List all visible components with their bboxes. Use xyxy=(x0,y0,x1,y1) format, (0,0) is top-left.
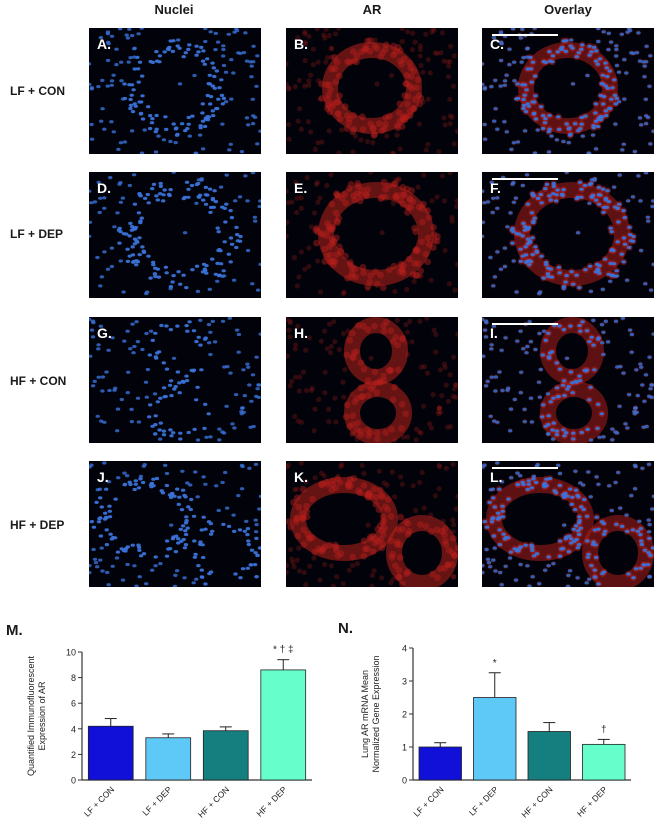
x-tick-label: HF + CON xyxy=(519,784,554,819)
bar xyxy=(582,743,626,781)
scale-bar xyxy=(492,323,558,325)
x-tick-label: HF + DEP xyxy=(575,784,610,819)
panel-label: D. xyxy=(97,180,111,196)
panel-label: A. xyxy=(97,36,111,52)
x-tick-label: LF + CON xyxy=(82,784,116,818)
bar-chart-m: 0 2 4 6 8 10 LF + CON LF + DEP HF + CON * † ‡ HF +… xyxy=(26,645,312,820)
y-tick-label: 6 xyxy=(71,699,76,709)
significance-marker: † xyxy=(601,724,607,735)
chart-n-letter: N. xyxy=(338,620,353,637)
row-label-lf-dep: LF + DEP xyxy=(10,227,64,241)
bar xyxy=(473,697,517,781)
panel-label: J. xyxy=(97,469,109,485)
bar xyxy=(145,737,192,781)
y-tick-label: 2 xyxy=(71,750,76,760)
significance-marker: * xyxy=(493,658,497,669)
micrograph-overlay-hf-dep: L. xyxy=(482,461,654,587)
y-tick-label: 2 xyxy=(402,710,407,720)
micrograph-ar-hf-dep: K. xyxy=(286,461,458,587)
micrograph-nuclei-hf-dep: J. xyxy=(89,461,261,587)
x-tick-label: HF + CON xyxy=(196,784,231,819)
micrograph-nuclei-lf-con: A. xyxy=(89,28,261,154)
panel-label: E. xyxy=(294,180,308,196)
y-tick-label: 1 xyxy=(402,743,407,753)
micrograph-nuclei-hf-con: G. xyxy=(89,317,261,443)
chart-m-letter: M. xyxy=(6,622,23,639)
panel-label: H. xyxy=(294,325,308,341)
error-bar xyxy=(162,733,175,738)
column-header-nuclei: Nuclei xyxy=(154,2,194,17)
micrograph-overlay-hf-con: I. xyxy=(482,317,654,443)
bar xyxy=(87,725,134,781)
y-axis-label: Lung AR mRNA MeanNormalized Gene Express… xyxy=(360,655,381,772)
y-tick-label: 10 xyxy=(66,648,76,658)
column-header-overlay: Overlay xyxy=(544,2,592,17)
bar-chart-n: 0 1 2 3 4 LF + CON * LF + DEP HF + CON † HF + DEP L… xyxy=(360,644,631,820)
error-bar xyxy=(104,718,117,727)
error-bar xyxy=(219,726,232,731)
panel-label: B. xyxy=(294,36,308,52)
bar xyxy=(418,746,462,781)
error-bar xyxy=(597,738,610,745)
micrograph-ar-lf-con: B. xyxy=(286,28,458,154)
x-tick-label: LF + CON xyxy=(411,784,445,818)
error-bar xyxy=(434,742,447,747)
error-bar xyxy=(543,722,556,732)
error-bar xyxy=(488,672,501,698)
micrograph-ar-lf-dep: E. xyxy=(286,172,458,298)
bar xyxy=(202,730,249,781)
panel-label: K. xyxy=(294,469,308,485)
y-tick-label: 4 xyxy=(71,724,76,734)
panel-label: C. xyxy=(490,36,504,52)
y-tick-label: 4 xyxy=(402,644,407,654)
panel-label: I. xyxy=(490,325,498,341)
panel-label: F. xyxy=(490,180,501,196)
y-axis-label: Quantified ImmunofluorescentExpression o… xyxy=(26,655,47,776)
x-tick-label: LF + DEP xyxy=(140,784,174,818)
bar xyxy=(527,731,571,781)
panel-label: G. xyxy=(97,325,112,341)
x-tick-label: LF + DEP xyxy=(467,784,501,818)
row-label-hf-dep: HF + DEP xyxy=(10,518,65,532)
x-tick-label: HF + DEP xyxy=(254,784,289,819)
column-header-ar: AR xyxy=(362,2,382,17)
panel-label: L. xyxy=(490,469,503,485)
scale-bar xyxy=(492,467,558,469)
y-tick-label: 0 xyxy=(71,776,76,786)
error-bar xyxy=(277,659,290,670)
scale-bar xyxy=(492,178,558,180)
bar xyxy=(260,669,307,781)
micrograph-ar-hf-con: H. xyxy=(286,317,458,443)
micrograph-nuclei-lf-dep: D. xyxy=(89,172,261,298)
scale-bar xyxy=(492,34,558,36)
micrograph-overlay-lf-dep: F. xyxy=(482,172,654,298)
row-label-lf-con: LF + CON xyxy=(10,84,66,98)
significance-marker: * † ‡ xyxy=(273,645,294,656)
y-tick-label: 3 xyxy=(402,677,407,687)
row-label-hf-con: HF + CON xyxy=(10,374,67,388)
micrograph-overlay-lf-con: C. xyxy=(482,28,654,154)
y-tick-label: 0 xyxy=(402,776,407,786)
y-tick-label: 8 xyxy=(71,673,76,683)
